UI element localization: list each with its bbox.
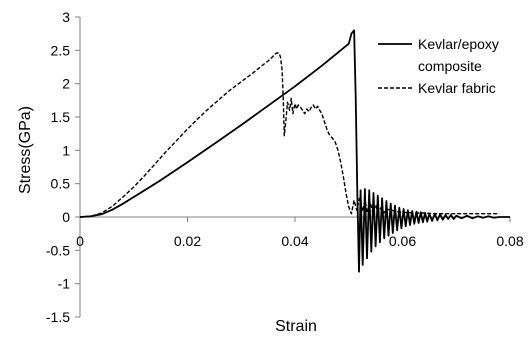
legend-label: composite bbox=[418, 58, 482, 74]
y-tick-label: -1.5 bbox=[46, 309, 70, 325]
y-tick-label: 2 bbox=[62, 76, 70, 92]
series-line-kevlar-epoxy-composite bbox=[79, 29, 510, 273]
y-tick-label: 0 bbox=[62, 209, 70, 225]
y-tick-label: 2.5 bbox=[51, 42, 71, 58]
x-tick-label: 0.08 bbox=[496, 233, 523, 249]
x-axis-title: Strain bbox=[275, 318, 317, 335]
legend: Kevlar/epoxy composite Kevlar fabric bbox=[378, 36, 499, 96]
x-tick-label: 0.02 bbox=[174, 233, 201, 249]
axes: -1.5 -1 -0.5 0 0.5 1 1.5 2 2.5 3 0 0.02 0.04 0.06 0.08 bbox=[46, 9, 524, 325]
y-tick-label: -1 bbox=[58, 276, 71, 292]
y-tick-label: 1.5 bbox=[51, 109, 71, 125]
y-tick-label: -0.5 bbox=[46, 242, 70, 258]
plot-area bbox=[79, 29, 510, 273]
x-tick-label: 0.06 bbox=[389, 233, 416, 249]
y-tick-label: 3 bbox=[62, 9, 70, 25]
x-tick-label: 0 bbox=[76, 233, 84, 249]
x-tick-label: 0.04 bbox=[281, 233, 308, 249]
y-axis-title: Stress(GPa) bbox=[17, 106, 34, 194]
y-tick-label: 0.5 bbox=[51, 176, 71, 192]
series-line-kevlar-fabric bbox=[79, 52, 500, 218]
y-tick-label: 1 bbox=[62, 142, 70, 158]
legend-label: Kevlar fabric bbox=[418, 80, 496, 96]
legend-label: Kevlar/epoxy bbox=[418, 36, 499, 52]
